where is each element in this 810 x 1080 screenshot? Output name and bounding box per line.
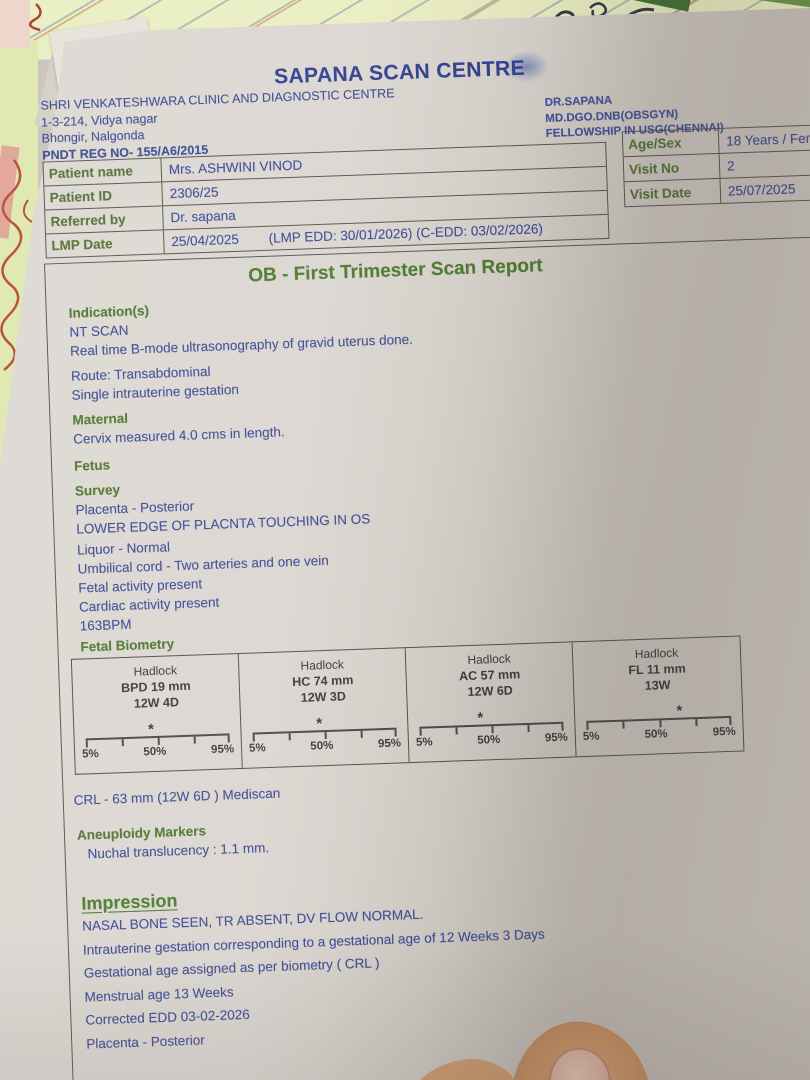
biometry-cell-ac: Hadlock AC 57 mm 12W 6D * 5% 50% 95% (405, 642, 577, 763)
axis-tick (527, 724, 530, 732)
axis-tick (157, 737, 160, 745)
patient-id-value: 2306/25 (169, 184, 219, 202)
axis-tick (455, 727, 458, 735)
biometry-cell-fl: Hadlock FL 11 mm 13W * 5% 50% 95% (573, 637, 744, 757)
axis-tick (419, 728, 422, 736)
axis-label-50: 50% (143, 745, 167, 759)
center-name-title: SAPANA SCAN CENTRE (273, 56, 526, 89)
axis-tick (586, 722, 589, 730)
axis-tick (694, 719, 698, 727)
age-sex-label: Age/Sex (622, 128, 720, 157)
axis-tick (729, 717, 732, 725)
percentile-marker: * (147, 721, 155, 739)
axis-label-95: 95% (712, 725, 736, 739)
axis-tick (227, 735, 230, 743)
axis-tick (658, 720, 662, 728)
referred-by-value: Dr. sapana (170, 207, 237, 226)
axis-tick (121, 739, 125, 747)
fingernail (547, 1046, 612, 1080)
percentile-marker: * (477, 709, 484, 727)
pink-paper-corner (0, 0, 30, 48)
axis-label-95: 95% (377, 737, 402, 751)
axis-label-50: 50% (477, 733, 501, 747)
visit-date-value: 25/07/2025 (727, 180, 796, 199)
axis-tick (622, 721, 625, 729)
percentile-marker: * (316, 715, 323, 733)
axis-tick (491, 726, 494, 734)
axis-tick (324, 732, 327, 740)
referred-by-label: Referred by (45, 206, 164, 234)
axis-tick (394, 729, 397, 737)
edd-values: (LMP EDD: 30/01/2026) (C-EDD: 03/02/2026… (268, 221, 544, 246)
patient-main-table: Patient name Mrs. ASHWINI VINOD Patient … (42, 141, 610, 259)
visit-date-label: Visit Date (624, 178, 722, 207)
axis-tick (252, 734, 256, 742)
axis-label-50: 50% (644, 728, 668, 741)
axis-label-95: 95% (544, 731, 569, 745)
lmp-date-label: LMP Date (46, 230, 165, 258)
percentile-axis: * 5% 50% 95% (246, 705, 404, 760)
percentile-marker: * (676, 702, 683, 720)
biometry-cell-hc: Hadlock HC 74 mm 12W 3D * 5% 50% 95% (238, 648, 410, 768)
patient-id-label: Patient ID (44, 182, 164, 210)
axis-tick (561, 723, 564, 731)
axis-tick (288, 733, 291, 741)
scan-report-document: SAPANA SCAN CENTRE SHRI VENKATESHWARA CL… (28, 6, 810, 1080)
axis-label-5: 5% (415, 736, 433, 749)
report-body-box: OB - First Trimester Scan Report Indicat… (44, 233, 810, 1080)
axis-label-5: 5% (81, 747, 100, 761)
axis-label-5: 5% (248, 742, 266, 755)
patient-name-value: Mrs. ASHWINI VINOD (168, 157, 303, 178)
axis-tick (85, 740, 89, 748)
axis-tick (360, 730, 363, 738)
axis-label-95: 95% (210, 743, 235, 757)
lmp-date: 25/04/2025 (171, 231, 240, 250)
percentile-axis: * 5% 50% 95% (413, 700, 571, 755)
axis-tick (193, 736, 196, 744)
visit-no-label: Visit No (623, 153, 721, 182)
fetal-biometry-table: Hadlock BPD 19 mm 12W 4D * 5% 50% 95% (70, 635, 745, 775)
visit-info-table: Age/Sex 18 Years / Female Visit No 2 Vis… (621, 122, 810, 208)
percentile-axis: * 5% 50% 95% (79, 711, 237, 766)
percentile-axis: * 5% 50% 95% (580, 694, 739, 749)
axis-label-5: 5% (582, 730, 600, 744)
visit-no-value: 2 (726, 157, 735, 174)
biometry-cell-bpd: Hadlock BPD 19 mm 12W 4D * 5% 50% 95% (71, 654, 243, 774)
age-sex-value: 18 Years / Female (725, 129, 810, 149)
axis-label-50: 50% (310, 739, 334, 753)
patient-name-label: Patient name (43, 158, 163, 186)
